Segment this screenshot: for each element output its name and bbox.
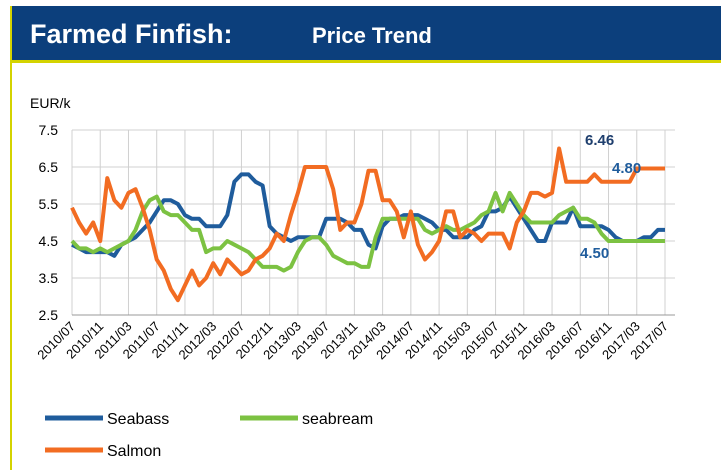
chart-title: Farmed Finfish: [30,19,233,49]
y-tick-label: 4.5 [39,233,59,249]
annotation: 6.46 [585,132,614,149]
series-line [70,190,665,273]
annotation: 4.50 [580,245,609,262]
y-tick-label: 3.5 [39,270,59,286]
y-axis-label: EUR/k [30,95,71,111]
y-tick-label: 7.5 [39,122,59,138]
header-band [10,6,721,60]
y-tick-label: 2.5 [39,307,59,323]
header-rule [10,60,721,63]
annotation: 4.80 [612,160,641,177]
left-rule [10,6,12,470]
y-tick-label: 6.5 [39,159,59,175]
legend-label: Salmon [107,443,161,460]
legend-label: seabream [302,411,373,428]
y-tick-label: 5.5 [39,196,59,212]
series-line [70,146,665,303]
series-line [71,172,665,258]
legend-label: Seabass [107,411,169,428]
chart-subtitle: Price Trend [312,23,432,48]
